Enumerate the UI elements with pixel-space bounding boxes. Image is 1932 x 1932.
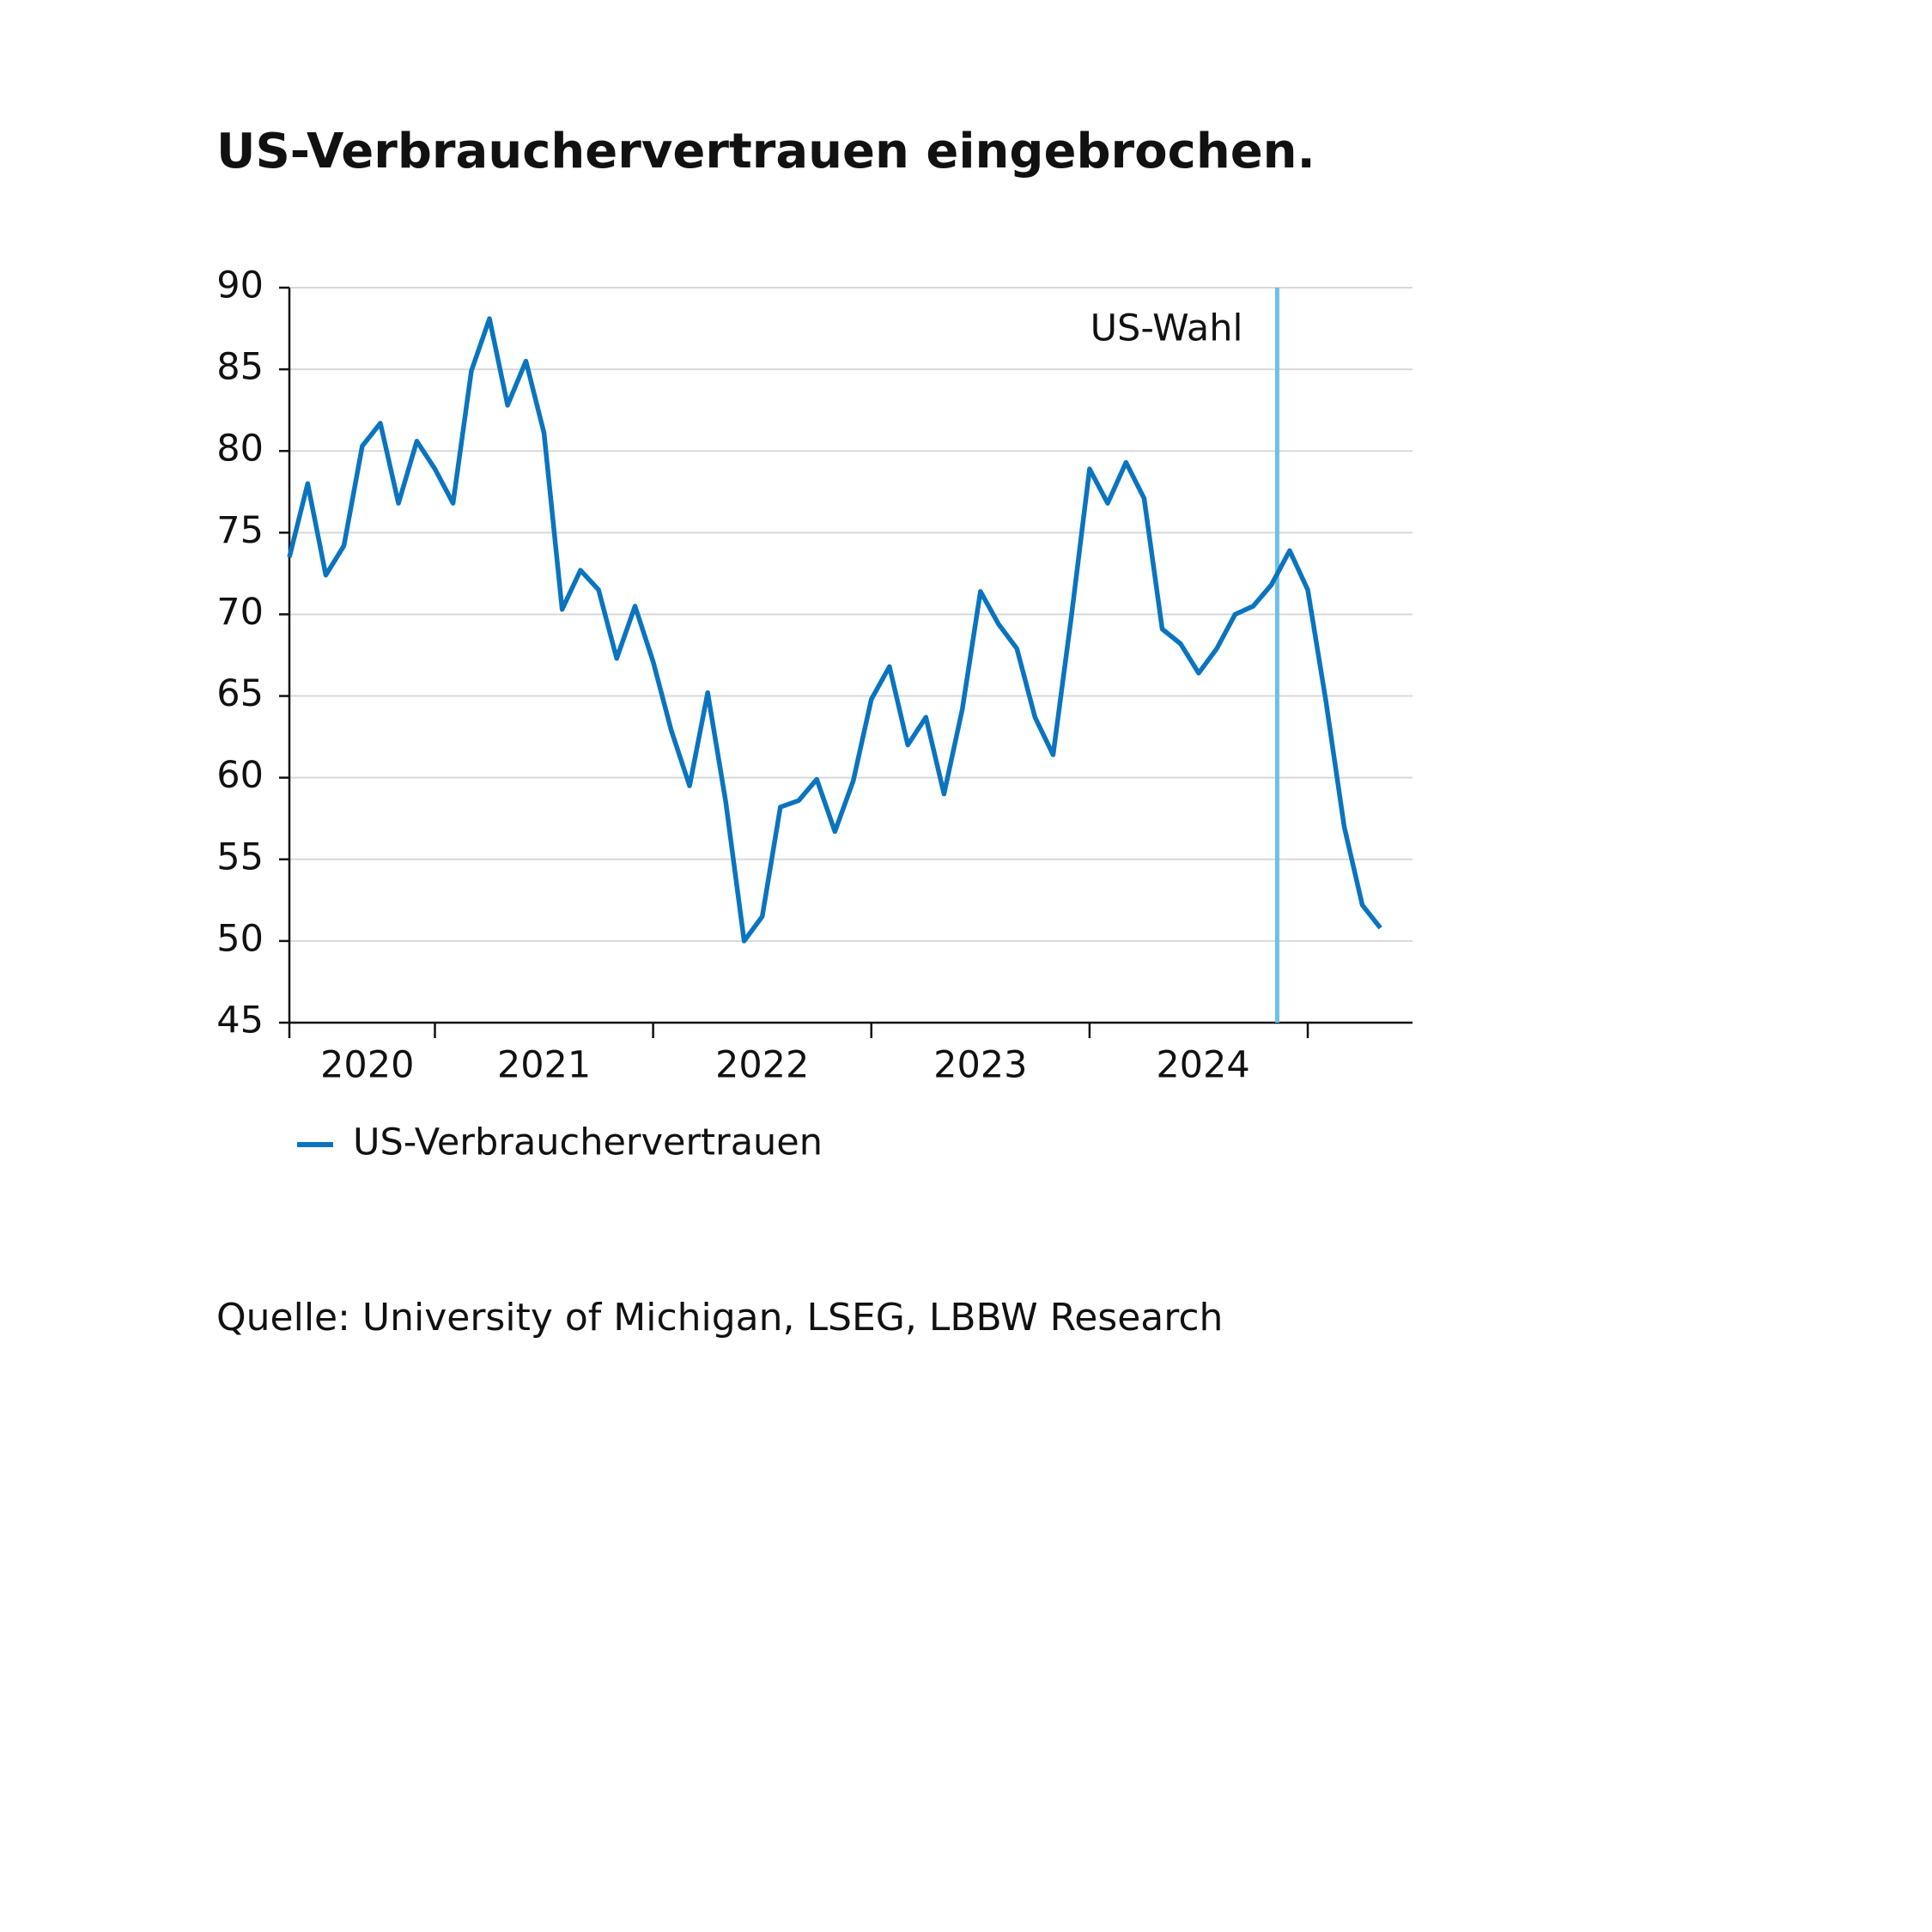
y-tick-label: 50 — [216, 917, 264, 960]
legend-label: US-Verbrauchervertrauen — [353, 1121, 823, 1164]
y-tick-label: 85 — [216, 346, 264, 389]
x-tick-label: 2020 — [320, 1044, 414, 1087]
y-tick-label: 60 — [216, 754, 264, 797]
x-tick-label: 2021 — [497, 1044, 591, 1087]
y-tick-label: 55 — [216, 835, 264, 878]
y-tick-label: 80 — [216, 428, 264, 471]
x-tick-label: 2022 — [715, 1044, 809, 1087]
source-note: Quelle: University of Michigan, LSEG, LB… — [216, 1296, 1223, 1340]
y-tick-label: 65 — [216, 672, 264, 715]
annotation-label: US-Wahl — [1091, 307, 1243, 350]
y-tick-label: 45 — [216, 999, 264, 1042]
y-tick-label: 75 — [216, 509, 264, 552]
x-tick-label: 2023 — [933, 1044, 1027, 1087]
y-tick-label: 90 — [216, 264, 264, 307]
data-line — [287, 316, 1382, 944]
x-tick-label: 2024 — [1156, 1044, 1249, 1087]
y-tick-label: 70 — [216, 591, 264, 634]
chart-title: US-Verbrauchervertrauen eingebrochen. — [216, 124, 1315, 179]
